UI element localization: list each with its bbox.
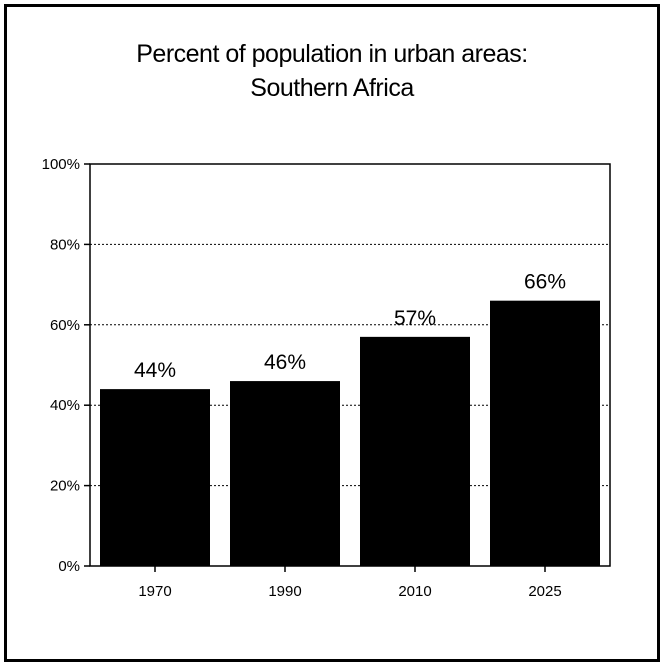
x-tick-label: 1970: [138, 583, 171, 600]
bar-value-label: 66%: [524, 271, 566, 294]
x-tick-label: 2010: [398, 583, 431, 600]
y-tick-label: 20%: [50, 478, 80, 495]
bar-value-label: 46%: [264, 351, 306, 374]
plot-area-border: [89, 163, 611, 567]
chart-title: Percent of population in urban areas: So…: [7, 37, 657, 105]
chart-title-line-1: Percent of population in urban areas:: [136, 40, 528, 68]
x-tick-label: 1990: [268, 583, 301, 600]
y-tick-label: 100%: [42, 156, 80, 173]
y-tick-label: 0%: [58, 558, 80, 575]
bar-value-label: 44%: [134, 359, 176, 382]
y-tick-label: 60%: [50, 317, 80, 334]
bar: [360, 336, 470, 566]
bar: [230, 381, 340, 566]
bar: [490, 300, 600, 566]
bar: [100, 389, 210, 566]
bar-value-label: 57%: [394, 307, 436, 330]
chart-title-line-2: Southern Africa: [250, 74, 414, 102]
y-tick-label: 40%: [50, 397, 80, 414]
y-tick-label: 80%: [50, 236, 80, 253]
x-tick-label: 2025: [528, 583, 561, 600]
